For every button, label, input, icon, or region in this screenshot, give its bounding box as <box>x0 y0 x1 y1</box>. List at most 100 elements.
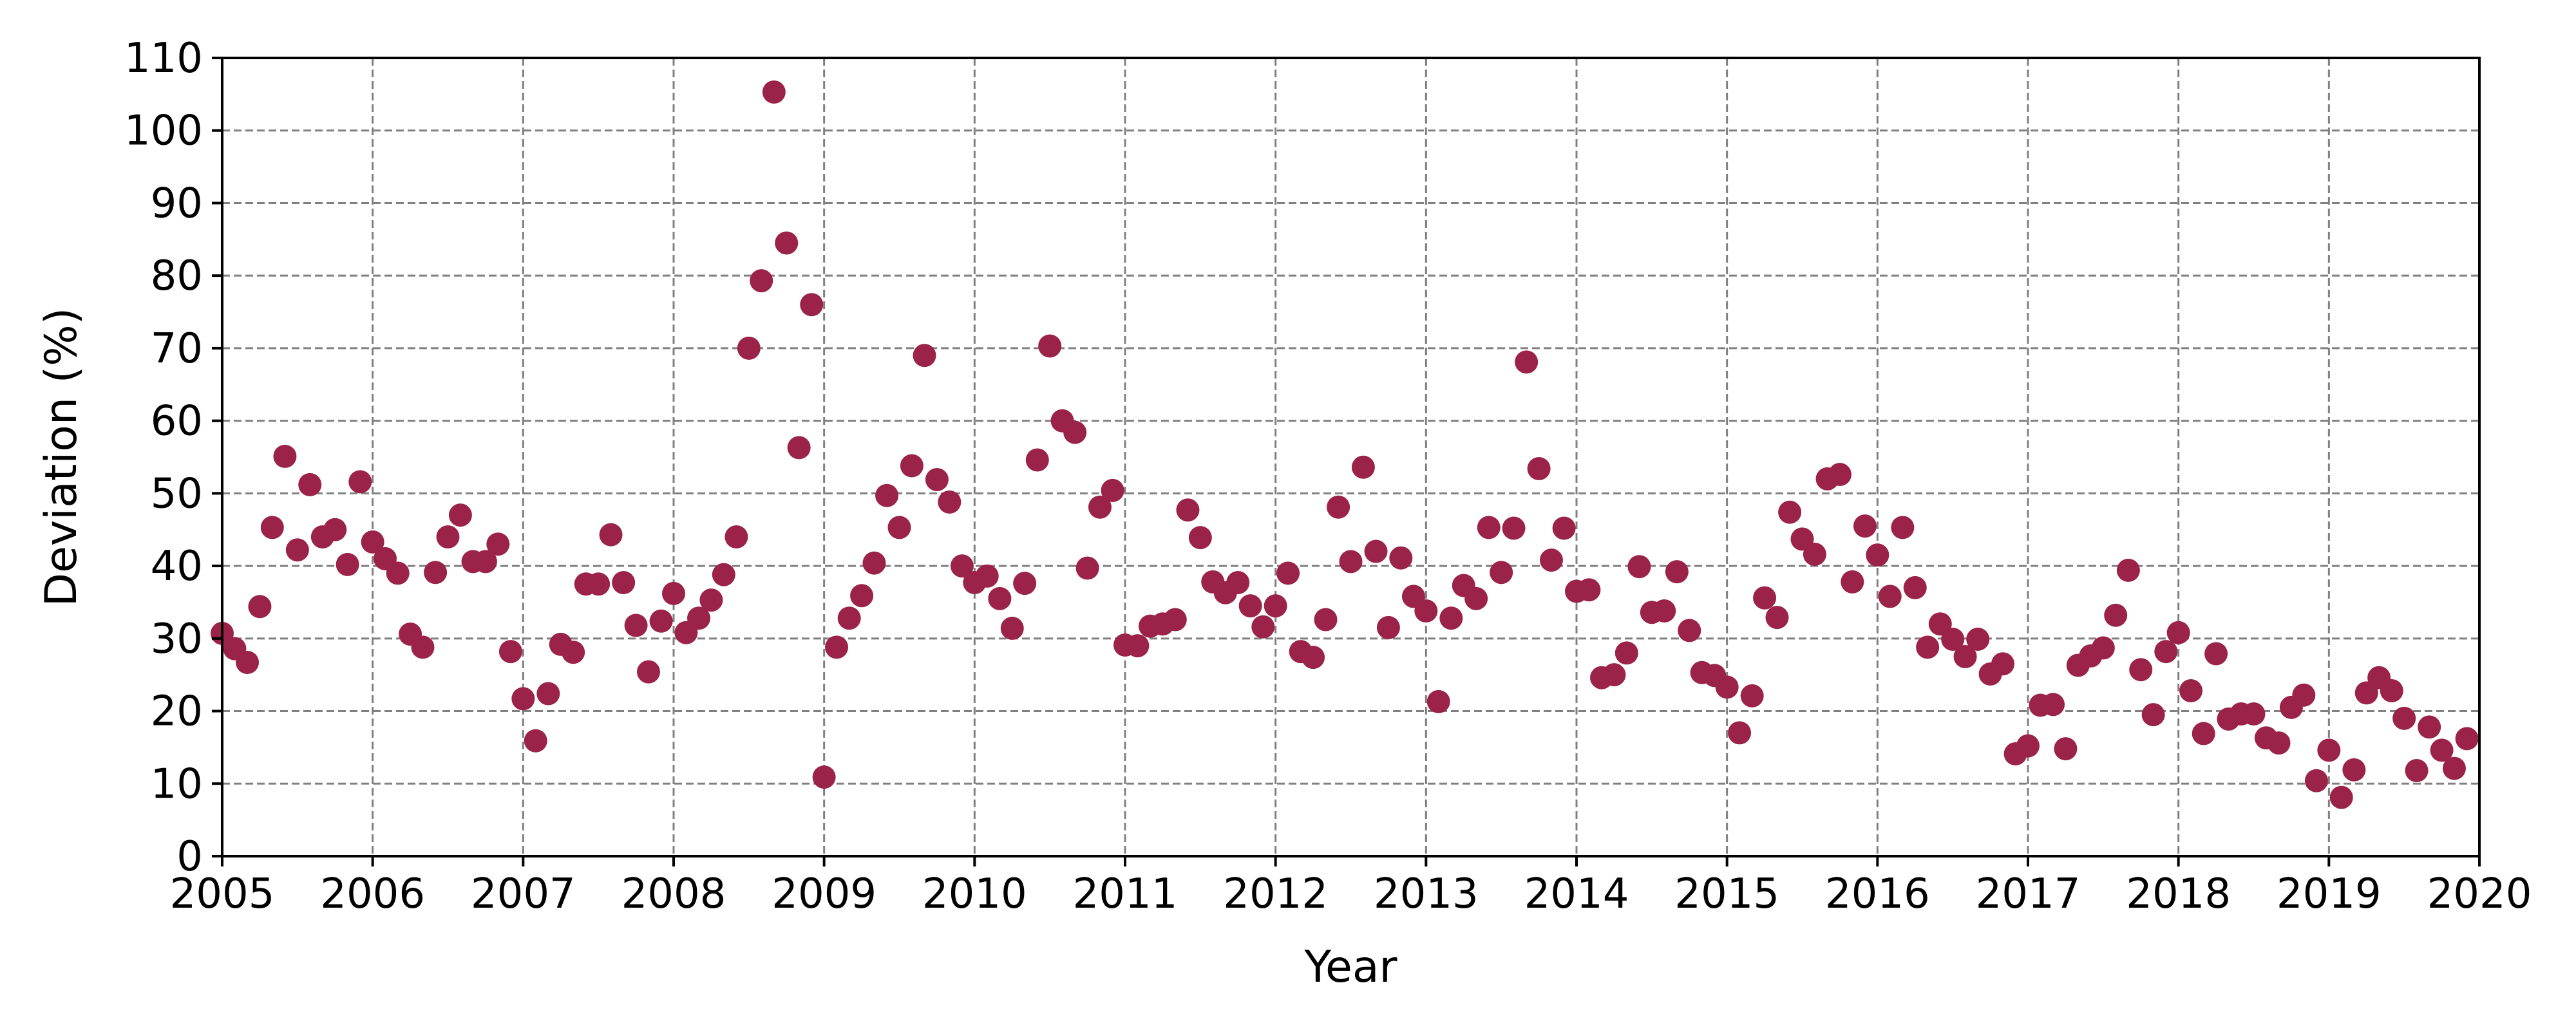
data-point <box>2430 738 2454 762</box>
data-point <box>2418 715 2441 739</box>
data-point <box>2054 737 2078 761</box>
data-point <box>712 563 735 586</box>
data-point <box>2116 558 2140 582</box>
data-point <box>1414 599 1438 623</box>
y-tick-label: 40 <box>151 543 203 590</box>
y-tick-label: 60 <box>151 398 203 445</box>
data-point <box>1916 635 1940 659</box>
data-point <box>837 606 861 630</box>
data-point <box>524 729 547 753</box>
data-point <box>1627 555 1651 579</box>
data-point <box>1025 448 1049 472</box>
data-point <box>2204 642 2228 666</box>
x-tick-label: 2007 <box>471 870 576 918</box>
data-point <box>624 613 648 637</box>
data-point <box>737 336 761 360</box>
data-point <box>2392 706 2416 730</box>
data-point <box>498 640 522 664</box>
data-point <box>248 595 272 619</box>
data-point <box>1376 615 1400 639</box>
data-point <box>1264 594 1287 618</box>
data-point <box>2342 758 2366 782</box>
data-point <box>699 588 723 612</box>
data-point <box>1251 615 1275 639</box>
data-point <box>1878 585 1902 608</box>
data-point <box>1577 578 1601 602</box>
x-tick-label: 2018 <box>2126 870 2231 918</box>
data-point <box>1126 634 1150 658</box>
data-point <box>1778 500 1802 524</box>
y-axis-ticks: 0 10 20 30 40 50 60 70 80 90 100 110 <box>124 35 222 881</box>
data-point <box>1327 495 1350 519</box>
data-point <box>2242 702 2266 726</box>
data-point <box>938 490 961 514</box>
data-point <box>1477 516 1501 539</box>
data-point <box>2455 727 2479 751</box>
data-point <box>649 609 673 633</box>
data-point <box>1740 684 1764 707</box>
data-point <box>1753 586 1777 610</box>
data-point <box>900 454 923 478</box>
data-point <box>486 532 510 556</box>
x-tick-label: 2017 <box>1976 870 2081 918</box>
data-point <box>1339 550 1363 574</box>
data-point <box>236 651 260 675</box>
data-point <box>1063 420 1087 444</box>
data-point <box>2292 683 2316 707</box>
data-point <box>1828 463 1852 487</box>
data-point <box>1088 495 1112 519</box>
data-point <box>812 765 836 789</box>
data-point <box>1439 606 1463 630</box>
x-tick-label: 2020 <box>2427 870 2532 918</box>
data-point <box>1728 721 1752 745</box>
data-point <box>1678 619 1701 642</box>
x-tick-label: 2013 <box>1374 870 1479 918</box>
data-point <box>1464 586 1488 610</box>
data-point <box>1552 516 1576 540</box>
data-point <box>825 635 849 659</box>
data-point <box>1953 645 1977 668</box>
x-tick-label: 2011 <box>1073 870 1178 918</box>
x-axis-label: Year <box>1304 942 1397 993</box>
data-point <box>775 231 799 255</box>
data-point <box>273 444 297 468</box>
data-point <box>298 473 322 496</box>
data-point <box>2267 731 2291 755</box>
data-point <box>762 80 786 104</box>
data-point <box>1991 652 2014 676</box>
data-point <box>323 518 347 541</box>
data-point <box>2104 603 2128 627</box>
data-point <box>1038 334 1062 358</box>
data-point <box>1276 561 1300 585</box>
data-point <box>285 538 309 562</box>
y-tick-label: 70 <box>151 325 203 373</box>
data-point <box>1188 526 1212 550</box>
x-tick-label: 2010 <box>922 870 1027 918</box>
data-point <box>1602 663 1626 687</box>
data-point <box>1891 516 1915 539</box>
data-point <box>599 523 623 547</box>
y-tick-label: 80 <box>151 252 203 300</box>
data-point <box>925 467 949 491</box>
data-point <box>1226 571 1250 595</box>
data-point <box>1665 560 1689 584</box>
data-point <box>361 530 384 554</box>
data-point <box>887 516 911 539</box>
x-tick-label: 2016 <box>1825 870 1930 918</box>
data-point <box>336 552 359 576</box>
x-tick-label: 2009 <box>772 870 876 918</box>
data-point <box>850 584 874 608</box>
data-point <box>436 525 460 548</box>
data-point <box>1314 608 1338 632</box>
data-point <box>1101 478 1124 502</box>
data-point <box>1426 689 1450 713</box>
data-point <box>1163 608 1187 632</box>
data-point <box>636 660 660 684</box>
data-point <box>975 564 999 588</box>
data-point <box>2091 636 2115 660</box>
data-point <box>1615 641 1638 665</box>
data-point <box>2329 785 2353 809</box>
data-point <box>424 561 448 585</box>
data-point <box>2304 769 2328 792</box>
x-tick-label: 2005 <box>170 870 275 918</box>
